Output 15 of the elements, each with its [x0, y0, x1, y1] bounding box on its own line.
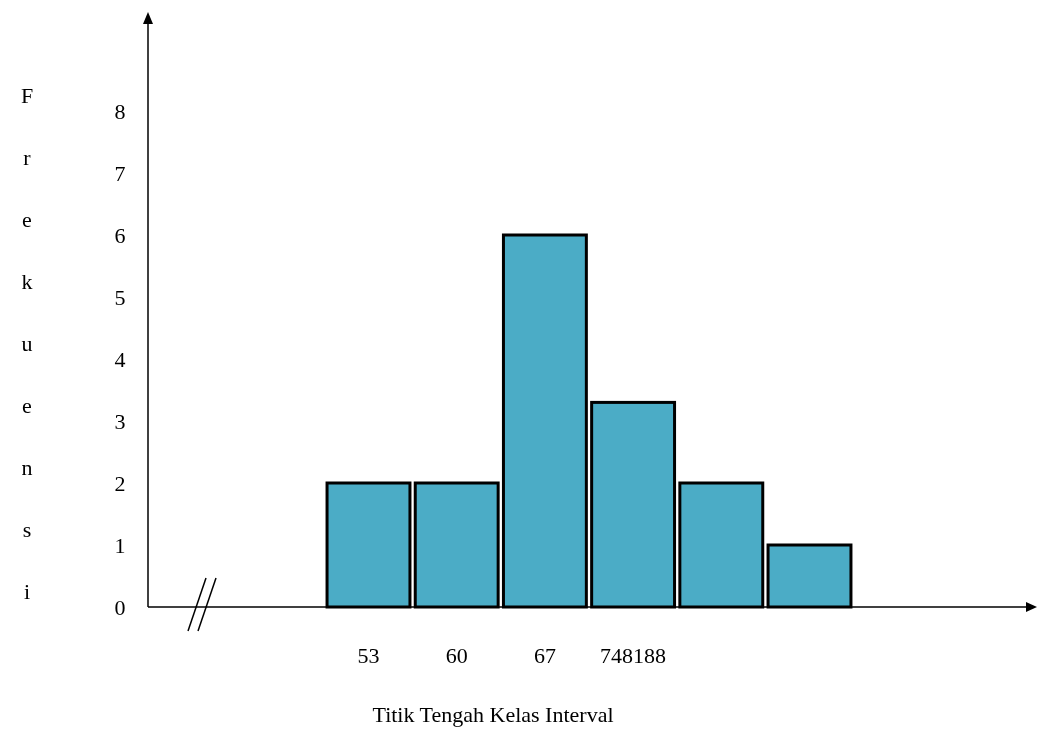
y-tick-label: 1: [114, 532, 126, 558]
y-tick-label: 8: [114, 98, 126, 124]
y-tick-label: 3: [114, 408, 126, 434]
y-tick-label: 7: [114, 160, 126, 186]
y-tick-label: 0: [114, 594, 126, 620]
y-tick-label: 2: [114, 470, 126, 496]
x-tick-label: 53: [357, 642, 380, 668]
y-tick-label: 4: [114, 346, 126, 372]
x-tick-label: 60: [445, 642, 468, 668]
y-tick-label: 6: [114, 222, 126, 248]
x-tick-label: 748188: [600, 642, 667, 668]
text: Frekuensi: [20, 83, 34, 604]
y-tick-label: 5: [114, 284, 126, 310]
x-axis-title: Titik Tengah Kelas Interval: [372, 702, 614, 727]
x-tick-label: 67: [533, 642, 556, 668]
